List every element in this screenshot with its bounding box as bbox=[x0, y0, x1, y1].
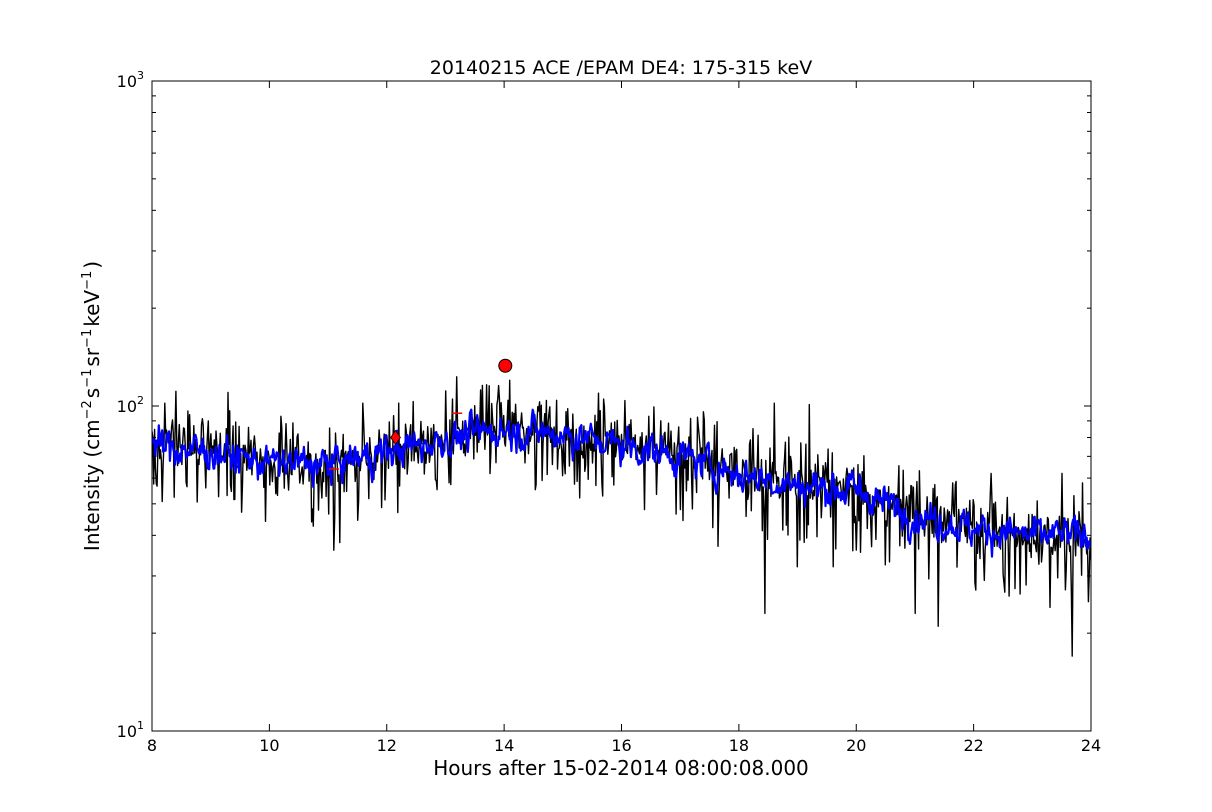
y-label-s: s bbox=[80, 388, 104, 398]
x-tick-label: 18 bbox=[729, 736, 749, 755]
x-tick-label: 12 bbox=[377, 736, 397, 755]
x-tick-label: 8 bbox=[147, 736, 157, 755]
x-axis-label: Hours after 15-02-2014 08:00:08.000 bbox=[433, 756, 809, 780]
smoothed-intensity-line bbox=[152, 408, 1091, 558]
x-tick-label: 22 bbox=[963, 736, 983, 755]
y-label-kev: keV bbox=[80, 290, 104, 327]
axis-ticks: 8 10 12 14 16 18 20 22 24 101 102 103 bbox=[117, 69, 1102, 755]
x-tick-label: 20 bbox=[846, 736, 866, 755]
y-label-exp2: −1 bbox=[80, 369, 95, 388]
y-label-exp4: −1 bbox=[80, 271, 95, 290]
y-label-prefix: Intensity (cm bbox=[80, 419, 104, 551]
plot-data-layer bbox=[152, 376, 1091, 657]
marker-layer bbox=[328, 358, 513, 470]
y-tick-label: 101 bbox=[117, 719, 144, 741]
x-tick-label: 10 bbox=[259, 736, 279, 755]
y-label-suffix: ) bbox=[80, 261, 104, 269]
y-label-exp1: −2 bbox=[80, 400, 95, 419]
y-axis-label: Intensity (cm−2s−1sr−1keV−1) bbox=[80, 261, 104, 551]
x-tick-label: 14 bbox=[494, 736, 514, 755]
chart-title: 20140215 ACE /EPAM DE4: 175-315 keV bbox=[430, 57, 812, 79]
onset-diamond-marker bbox=[390, 429, 401, 446]
y-label-sr: sr bbox=[80, 347, 104, 366]
peak-circle-marker bbox=[498, 358, 513, 373]
y-tick-label: 103 bbox=[117, 69, 144, 91]
x-tick-label: 16 bbox=[611, 736, 631, 755]
y-label-exp3: −1 bbox=[80, 329, 95, 348]
raw-intensity-line bbox=[152, 376, 1091, 657]
x-tick-label: 24 bbox=[1081, 736, 1101, 755]
y-tick-label: 102 bbox=[117, 394, 144, 416]
